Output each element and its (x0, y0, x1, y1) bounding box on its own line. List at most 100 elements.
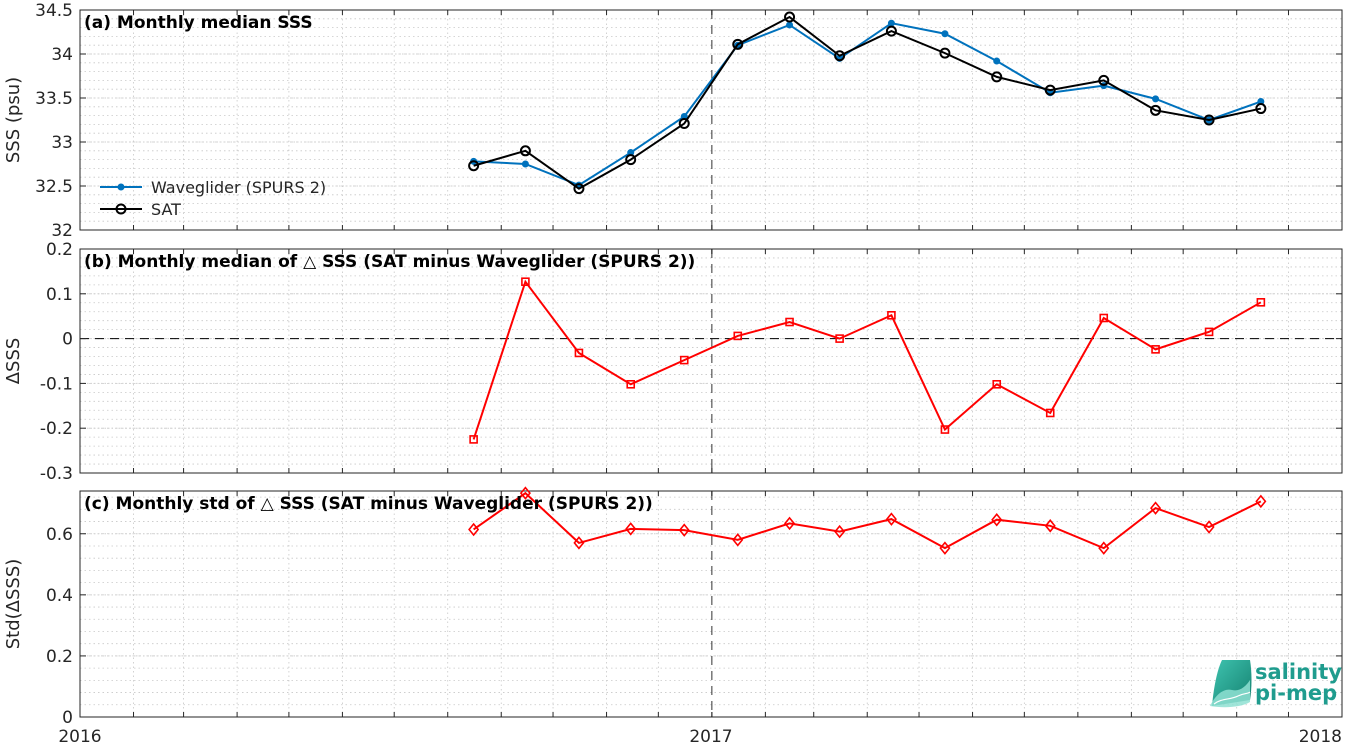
data-point (1204, 327, 1214, 337)
series-delta-b (469, 277, 1266, 444)
y-tick-label: 33.5 (35, 89, 73, 109)
y-axis-label: ΔSSS (3, 338, 24, 385)
data-point (625, 522, 637, 536)
data-point (834, 50, 846, 62)
data-point (1098, 541, 1110, 555)
data-point (679, 355, 689, 365)
data-point (519, 486, 531, 500)
data-point (1150, 104, 1162, 116)
x-tick-label-2018: 2018 (1299, 727, 1342, 745)
logo-wave-icon (1210, 660, 1252, 708)
x-tick-label-2016: 2016 (58, 727, 101, 745)
series-line (473, 15, 1262, 190)
data-point (521, 160, 529, 168)
data-point (732, 533, 744, 547)
axes-box (79, 490, 1343, 718)
legend: Waveglider (SPURS 2) SAT (100, 178, 326, 219)
y-tick-label: 0.4 (46, 586, 73, 606)
y-tick-label: 32 (51, 221, 73, 241)
data-point (784, 11, 796, 23)
data-point (941, 30, 949, 38)
data-point (1203, 114, 1215, 126)
y-tick-label: 34.5 (35, 1, 73, 21)
data-point (835, 334, 844, 343)
data-point (678, 118, 690, 130)
data-point (786, 21, 794, 29)
data-point (732, 38, 744, 50)
data-point (1203, 520, 1215, 534)
y-tick-label: 33 (51, 133, 73, 153)
panel-title: (b) Monthly median of △ SSS (SAT minus W… (84, 252, 695, 272)
y-axis-label: Std(ΔSSS) (3, 559, 24, 650)
y-tick-label: 32.5 (35, 177, 73, 197)
data-point (678, 523, 690, 537)
data-point (885, 25, 897, 37)
data-point (733, 331, 743, 341)
data-point (573, 183, 585, 195)
y-tick-label: 0.1 (46, 285, 73, 305)
y-tick-label: 0.2 (46, 240, 73, 260)
data-point (1255, 103, 1267, 115)
data-point (573, 536, 585, 550)
panel-a: 32 32.5 33 33.5 34 34.5 SSS (psu) (a) Monthly m… (3, 1, 1343, 241)
axes-box (79, 248, 1343, 474)
legend-marker (115, 203, 127, 215)
data-point (1150, 501, 1162, 515)
data-point (991, 512, 1003, 527)
panels: 32 32.5 33 33.5 34 34.5 SSS (psu) (a) Monthly m… (3, 1, 1343, 728)
panel-c: 0 0.2 0.4 0.6 Std(ΔSSS) (c) Monthly std of △ … (3, 486, 1343, 728)
data-point (885, 512, 897, 526)
logo-line1: salinity (1255, 660, 1342, 684)
data-point (521, 277, 530, 287)
data-point (1044, 519, 1056, 533)
data-point (834, 524, 846, 539)
data-point (625, 154, 637, 166)
data-point (1099, 313, 1109, 323)
logo-line2: pi-mep (1255, 681, 1337, 705)
y-tick-label: -0.1 (40, 374, 73, 394)
data-point (887, 19, 895, 27)
series-line (472, 279, 1262, 440)
data-point (680, 112, 688, 120)
y-tick-label: 0.2 (46, 647, 73, 667)
axes-box (79, 9, 1343, 231)
x-tick-label-2017: 2017 (689, 727, 732, 745)
salinity-pimep-logo: salinity pi-mep (1210, 660, 1342, 708)
series-line (473, 22, 1262, 187)
y-tick-label: -0.2 (40, 419, 73, 439)
data-point (469, 435, 478, 444)
data-point (939, 541, 951, 555)
y-tick-label: 34 (51, 45, 73, 65)
data-point (1151, 345, 1160, 354)
data-point (519, 145, 531, 157)
data-point (1098, 74, 1110, 86)
data-point (940, 425, 950, 434)
data-point (1256, 298, 1266, 307)
data-point (1044, 84, 1056, 96)
data-point (784, 516, 796, 531)
legend-marker (117, 183, 125, 191)
panel-title: (a) Monthly median SSS (84, 13, 313, 33)
series-line (473, 491, 1262, 550)
y-tick-label: 0.6 (46, 525, 73, 545)
y-tick-label: 0 (62, 708, 73, 728)
data-point (574, 348, 584, 358)
panel-b: -0.3 -0.2 -0.1 0 0.1 0.2 ΔSSS (b) Monthly media… (3, 240, 1343, 484)
legend-label: SAT (151, 200, 181, 219)
data-point (939, 47, 951, 59)
data-point (785, 317, 794, 327)
y-tick-label: 0 (62, 330, 73, 350)
y-tick-label: -0.3 (40, 464, 73, 484)
data-point (991, 71, 1003, 83)
series-sat (468, 11, 1267, 195)
series-delta-c (468, 486, 1267, 555)
data-point (993, 57, 1001, 65)
data-point (1257, 98, 1265, 106)
data-point (887, 311, 896, 320)
data-point (468, 522, 480, 537)
data-point (1255, 494, 1267, 509)
data-point (627, 149, 635, 157)
panel-title: (c) Monthly std of △ SSS (SAT minus Wave… (84, 494, 653, 514)
data-point (626, 379, 636, 389)
